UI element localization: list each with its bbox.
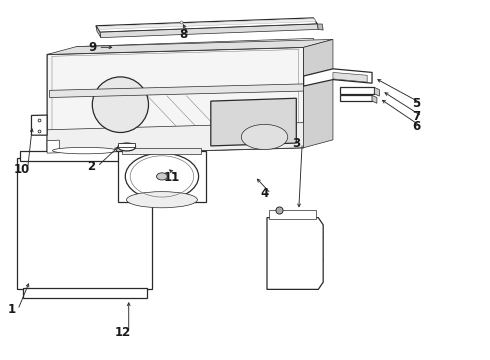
Ellipse shape [125, 153, 198, 200]
Polygon shape [340, 95, 372, 101]
Text: 6: 6 [412, 121, 420, 134]
Polygon shape [47, 47, 304, 155]
Polygon shape [119, 143, 135, 147]
Polygon shape [333, 72, 367, 82]
Polygon shape [374, 87, 379, 96]
Text: 9: 9 [88, 41, 97, 54]
Ellipse shape [157, 173, 167, 180]
Polygon shape [318, 24, 323, 30]
Polygon shape [304, 69, 372, 86]
Ellipse shape [242, 125, 288, 149]
Polygon shape [96, 26, 101, 38]
Polygon shape [20, 150, 149, 161]
Ellipse shape [118, 143, 136, 151]
Text: 8: 8 [179, 28, 187, 41]
Ellipse shape [126, 192, 197, 208]
Polygon shape [122, 148, 201, 154]
Polygon shape [96, 18, 318, 32]
Polygon shape [267, 218, 323, 289]
Polygon shape [47, 123, 304, 155]
Polygon shape [118, 151, 206, 202]
Polygon shape [304, 40, 333, 148]
Ellipse shape [92, 77, 148, 132]
Polygon shape [98, 19, 316, 30]
Text: 10: 10 [14, 163, 30, 176]
Polygon shape [49, 84, 304, 98]
Polygon shape [270, 211, 316, 220]
Text: 7: 7 [412, 110, 420, 123]
Polygon shape [211, 98, 296, 146]
Text: 2: 2 [88, 160, 96, 173]
Text: 1: 1 [8, 303, 16, 316]
Polygon shape [340, 87, 374, 94]
Text: 4: 4 [261, 187, 269, 200]
Polygon shape [47, 140, 59, 153]
Text: 5: 5 [412, 97, 420, 110]
Polygon shape [100, 24, 318, 38]
Text: 12: 12 [115, 326, 131, 339]
Polygon shape [23, 288, 147, 298]
Polygon shape [31, 115, 47, 135]
Polygon shape [17, 158, 152, 289]
Text: 3: 3 [292, 136, 300, 149]
Polygon shape [76, 39, 316, 53]
Polygon shape [372, 95, 377, 103]
Polygon shape [47, 40, 333, 54]
Text: 11: 11 [164, 171, 180, 184]
Ellipse shape [52, 147, 117, 154]
